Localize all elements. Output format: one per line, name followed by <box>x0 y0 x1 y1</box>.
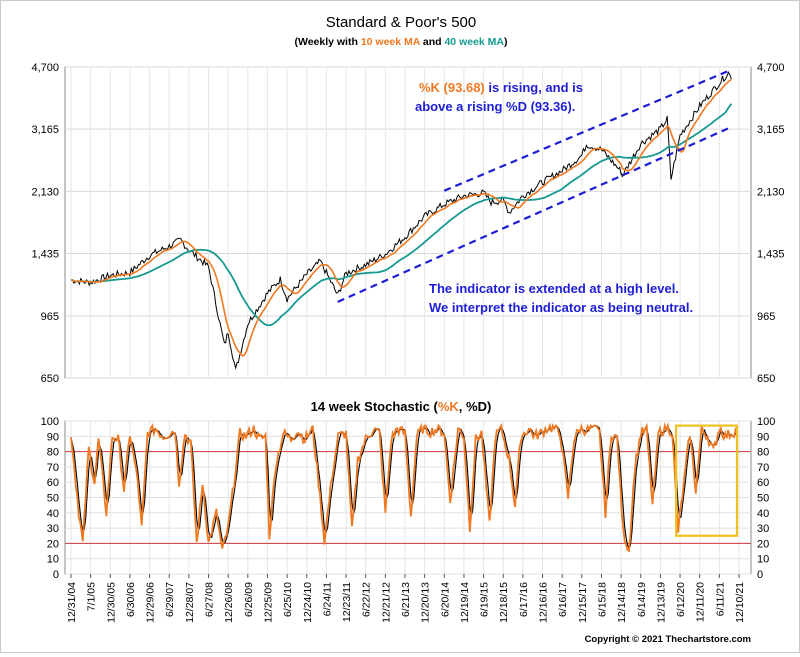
x-tick-label: 6/12/20 <box>675 582 687 617</box>
price-y-axis-left: 4,700 3,165 2,130 1,435 965 650 <box>31 62 59 385</box>
copyright: Copyright © 2021 Thechartstore.com <box>585 634 751 645</box>
stochastic-y-axis-left: 0 10 20 30 40 50 60 70 80 90 100 <box>41 416 59 581</box>
stoch-k-series <box>70 422 738 553</box>
stochastic-y-tick-label: 20 <box>47 538 59 550</box>
x-tick-label: 12/20/13 <box>420 582 432 623</box>
annotation-neutral-line1: The indicator is extended at a high leve… <box>429 281 679 296</box>
x-tick-label: 12/14/18 <box>616 582 628 623</box>
x-tick-label: 6/30/06 <box>125 582 137 617</box>
stochastic-y-tick-label: 30 <box>47 523 59 535</box>
stochastic-y-tick-label: 60 <box>47 477 59 489</box>
x-tick-label: 12/29/06 <box>145 582 157 623</box>
k-legend: %K <box>438 399 460 414</box>
ma10-legend: 10 week MA <box>361 36 421 48</box>
price-y-tick-label: 650 <box>757 373 775 385</box>
price-y-tick-label: 965 <box>757 311 775 323</box>
x-tick-label: 6/20/14 <box>439 582 451 617</box>
price-series <box>70 70 732 370</box>
x-tick-label: 12/19/14 <box>459 582 471 623</box>
x-tick-label: 6/24/11 <box>321 582 333 616</box>
stochastic-y-tick-label: 40 <box>47 508 59 520</box>
stochastic-y-tick-label: 40 <box>757 508 769 520</box>
chart-title: Standard & Poor's 500 <box>326 14 476 31</box>
d-legend: %D <box>466 399 487 414</box>
price-y-tick-label: 2,130 <box>757 186 785 198</box>
x-axis-ticks: 12/31/04 7/1/05 12/30/05 6/30/06 12/29/06 6/2… <box>66 574 746 623</box>
x-tick-label: 6/25/10 <box>282 582 294 617</box>
x-tick-label: 6/22/12 <box>361 582 373 617</box>
stochastic-y-tick-label: 80 <box>757 447 769 459</box>
stochastic-y-tick-label: 30 <box>757 523 769 535</box>
x-tick-label: 12/30/05 <box>105 582 117 623</box>
x-tick-label: 12/23/11 <box>341 582 353 622</box>
stochastic-y-tick-label: 0 <box>757 569 763 581</box>
price-y-tick-label: 650 <box>41 373 59 385</box>
x-tick-label: 6/14/19 <box>636 582 648 617</box>
k-value-highlight: %K (93.68) <box>419 80 485 95</box>
x-tick-label: 12/28/07 <box>184 582 196 623</box>
x-tick-label: 12/31/04 <box>66 582 78 623</box>
stochastic-y-tick-label: 90 <box>47 431 59 443</box>
highlight-box <box>675 424 739 537</box>
price-y-axis-right: 4,700 3,165 2,130 1,435 965 650 <box>757 62 785 385</box>
x-tick-label: 6/26/09 <box>243 582 255 617</box>
x-tick-label: 6/15/18 <box>596 582 608 617</box>
x-tick-label: 12/25/09 <box>262 582 274 623</box>
stochastic-y-tick-label: 0 <box>53 569 59 581</box>
stochastic-y-tick-label: 50 <box>757 493 769 505</box>
x-tick-label: 12/13/19 <box>655 582 667 623</box>
price-y-tick-label: 3,165 <box>31 124 59 136</box>
ma10-series <box>70 78 732 357</box>
annotation-stochastic: %K (93.68) is rising, and is <box>419 80 583 95</box>
x-tick-label: 6/29/07 <box>164 582 176 617</box>
ma40-legend: 40 week MA <box>444 36 504 48</box>
channel-upper-line <box>443 68 732 192</box>
ma40-series <box>70 103 733 327</box>
stochastic-y-tick-label: 20 <box>757 538 769 550</box>
stochastic-y-tick-label: 10 <box>47 554 59 566</box>
price-y-tick-label: 1,435 <box>31 249 59 261</box>
x-tick-label: 6/11/21 <box>714 582 726 616</box>
x-tick-label: 6/27/08 <box>204 582 216 617</box>
x-tick-label: 12/15/17 <box>577 582 589 623</box>
stochastic-title: 14 week Stochastic (%K, %D) <box>311 399 492 414</box>
x-tick-label: 6/16/17 <box>557 582 569 617</box>
stochastic-y-tick-label: 70 <box>47 462 59 474</box>
x-tick-label: 12/26/08 <box>223 582 235 623</box>
stochastic-y-tick-label: 80 <box>47 447 59 459</box>
x-tick-label: 12/10/21 <box>734 582 746 623</box>
stochastic-y-tick-label: 100 <box>757 416 775 428</box>
chart-subtitle: (Weekly with 10 week MA and 40 week MA) <box>294 36 507 48</box>
price-y-tick-label: 3,165 <box>757 124 785 136</box>
stochastic-y-tick-label: 50 <box>47 493 59 505</box>
annotation-stochastic-line2: above a rising %D (93.36). <box>415 99 575 114</box>
stochastic-y-tick-label: 10 <box>757 554 769 566</box>
x-tick-label: 7/1/05 <box>86 582 98 611</box>
stochastic-y-axis-right: 0 10 20 30 40 50 60 70 80 90 100 <box>757 416 775 581</box>
x-tick-label: 12/16/16 <box>538 582 550 623</box>
x-tick-label: 6/19/15 <box>479 582 491 617</box>
x-tick-label: 6/21/13 <box>400 582 412 617</box>
x-tick-label: 6/17/16 <box>518 582 530 617</box>
price-y-tick-label: 1,435 <box>757 249 785 261</box>
price-y-tick-label: 4,700 <box>757 62 785 74</box>
price-y-tick-label: 965 <box>41 311 59 323</box>
stochastic-y-tick-label: 70 <box>757 462 769 474</box>
price-panel <box>64 66 752 379</box>
stochastic-y-tick-label: 90 <box>757 431 769 443</box>
stochastic-y-tick-label: 100 <box>41 416 59 428</box>
price-y-tick-label: 4,700 <box>31 62 59 74</box>
price-y-tick-label: 2,130 <box>31 186 59 198</box>
x-tick-label: 12/11/20 <box>695 582 707 622</box>
x-tick-label: 12/24/10 <box>302 582 314 623</box>
x-tick-label: 12/18/15 <box>498 582 510 623</box>
stochastic-y-tick-label: 60 <box>757 477 769 489</box>
x-tick-label: 12/21/12 <box>380 582 392 623</box>
annotation-neutral-line2: We interpret the indicator as being neut… <box>429 300 693 315</box>
